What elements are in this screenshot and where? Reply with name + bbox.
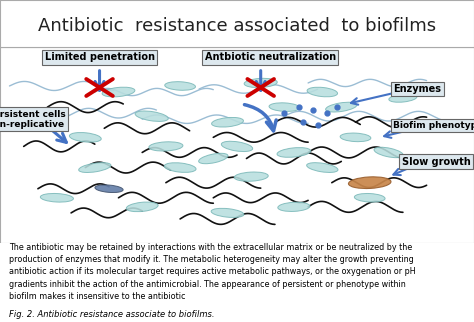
- Text: Enzymes: Enzymes: [393, 84, 441, 94]
- Ellipse shape: [348, 177, 391, 188]
- Ellipse shape: [40, 194, 73, 202]
- Ellipse shape: [389, 94, 417, 102]
- Text: Antibiotic  resistance associated  to biofilms: Antibiotic resistance associated to biof…: [38, 17, 436, 35]
- Text: Fig. 2. Antibiotic resistance associate to biofilms.: Fig. 2. Antibiotic resistance associate …: [9, 310, 215, 319]
- Text: Persistent cells
non-replicative: Persistent cells non-replicative: [0, 109, 65, 129]
- Ellipse shape: [149, 142, 183, 151]
- Ellipse shape: [126, 202, 158, 212]
- Text: The antibiotic may be retained by interactions with the extracellular matrix or : The antibiotic may be retained by intera…: [9, 243, 416, 301]
- Ellipse shape: [211, 208, 244, 217]
- Ellipse shape: [340, 133, 371, 142]
- Ellipse shape: [326, 102, 357, 112]
- Ellipse shape: [278, 202, 310, 212]
- Ellipse shape: [269, 103, 300, 111]
- Ellipse shape: [307, 87, 337, 97]
- Ellipse shape: [79, 163, 111, 173]
- Text: Biofim phenotype: Biofim phenotype: [393, 121, 474, 130]
- Ellipse shape: [234, 172, 268, 181]
- Ellipse shape: [355, 194, 385, 202]
- Ellipse shape: [102, 87, 135, 97]
- Ellipse shape: [244, 78, 277, 88]
- Ellipse shape: [69, 133, 101, 142]
- Ellipse shape: [307, 163, 338, 173]
- Text: Antbiotic neutralization: Antbiotic neutralization: [205, 52, 336, 62]
- Text: Slow growth: Slow growth: [401, 156, 471, 166]
- Ellipse shape: [221, 141, 253, 152]
- Ellipse shape: [164, 163, 196, 172]
- Text: Limited penetration: Limited penetration: [45, 52, 155, 62]
- Ellipse shape: [135, 111, 168, 121]
- Ellipse shape: [277, 147, 311, 157]
- Ellipse shape: [165, 82, 195, 90]
- Ellipse shape: [95, 185, 123, 193]
- Ellipse shape: [199, 153, 228, 164]
- Ellipse shape: [374, 147, 403, 158]
- Ellipse shape: [211, 118, 244, 127]
